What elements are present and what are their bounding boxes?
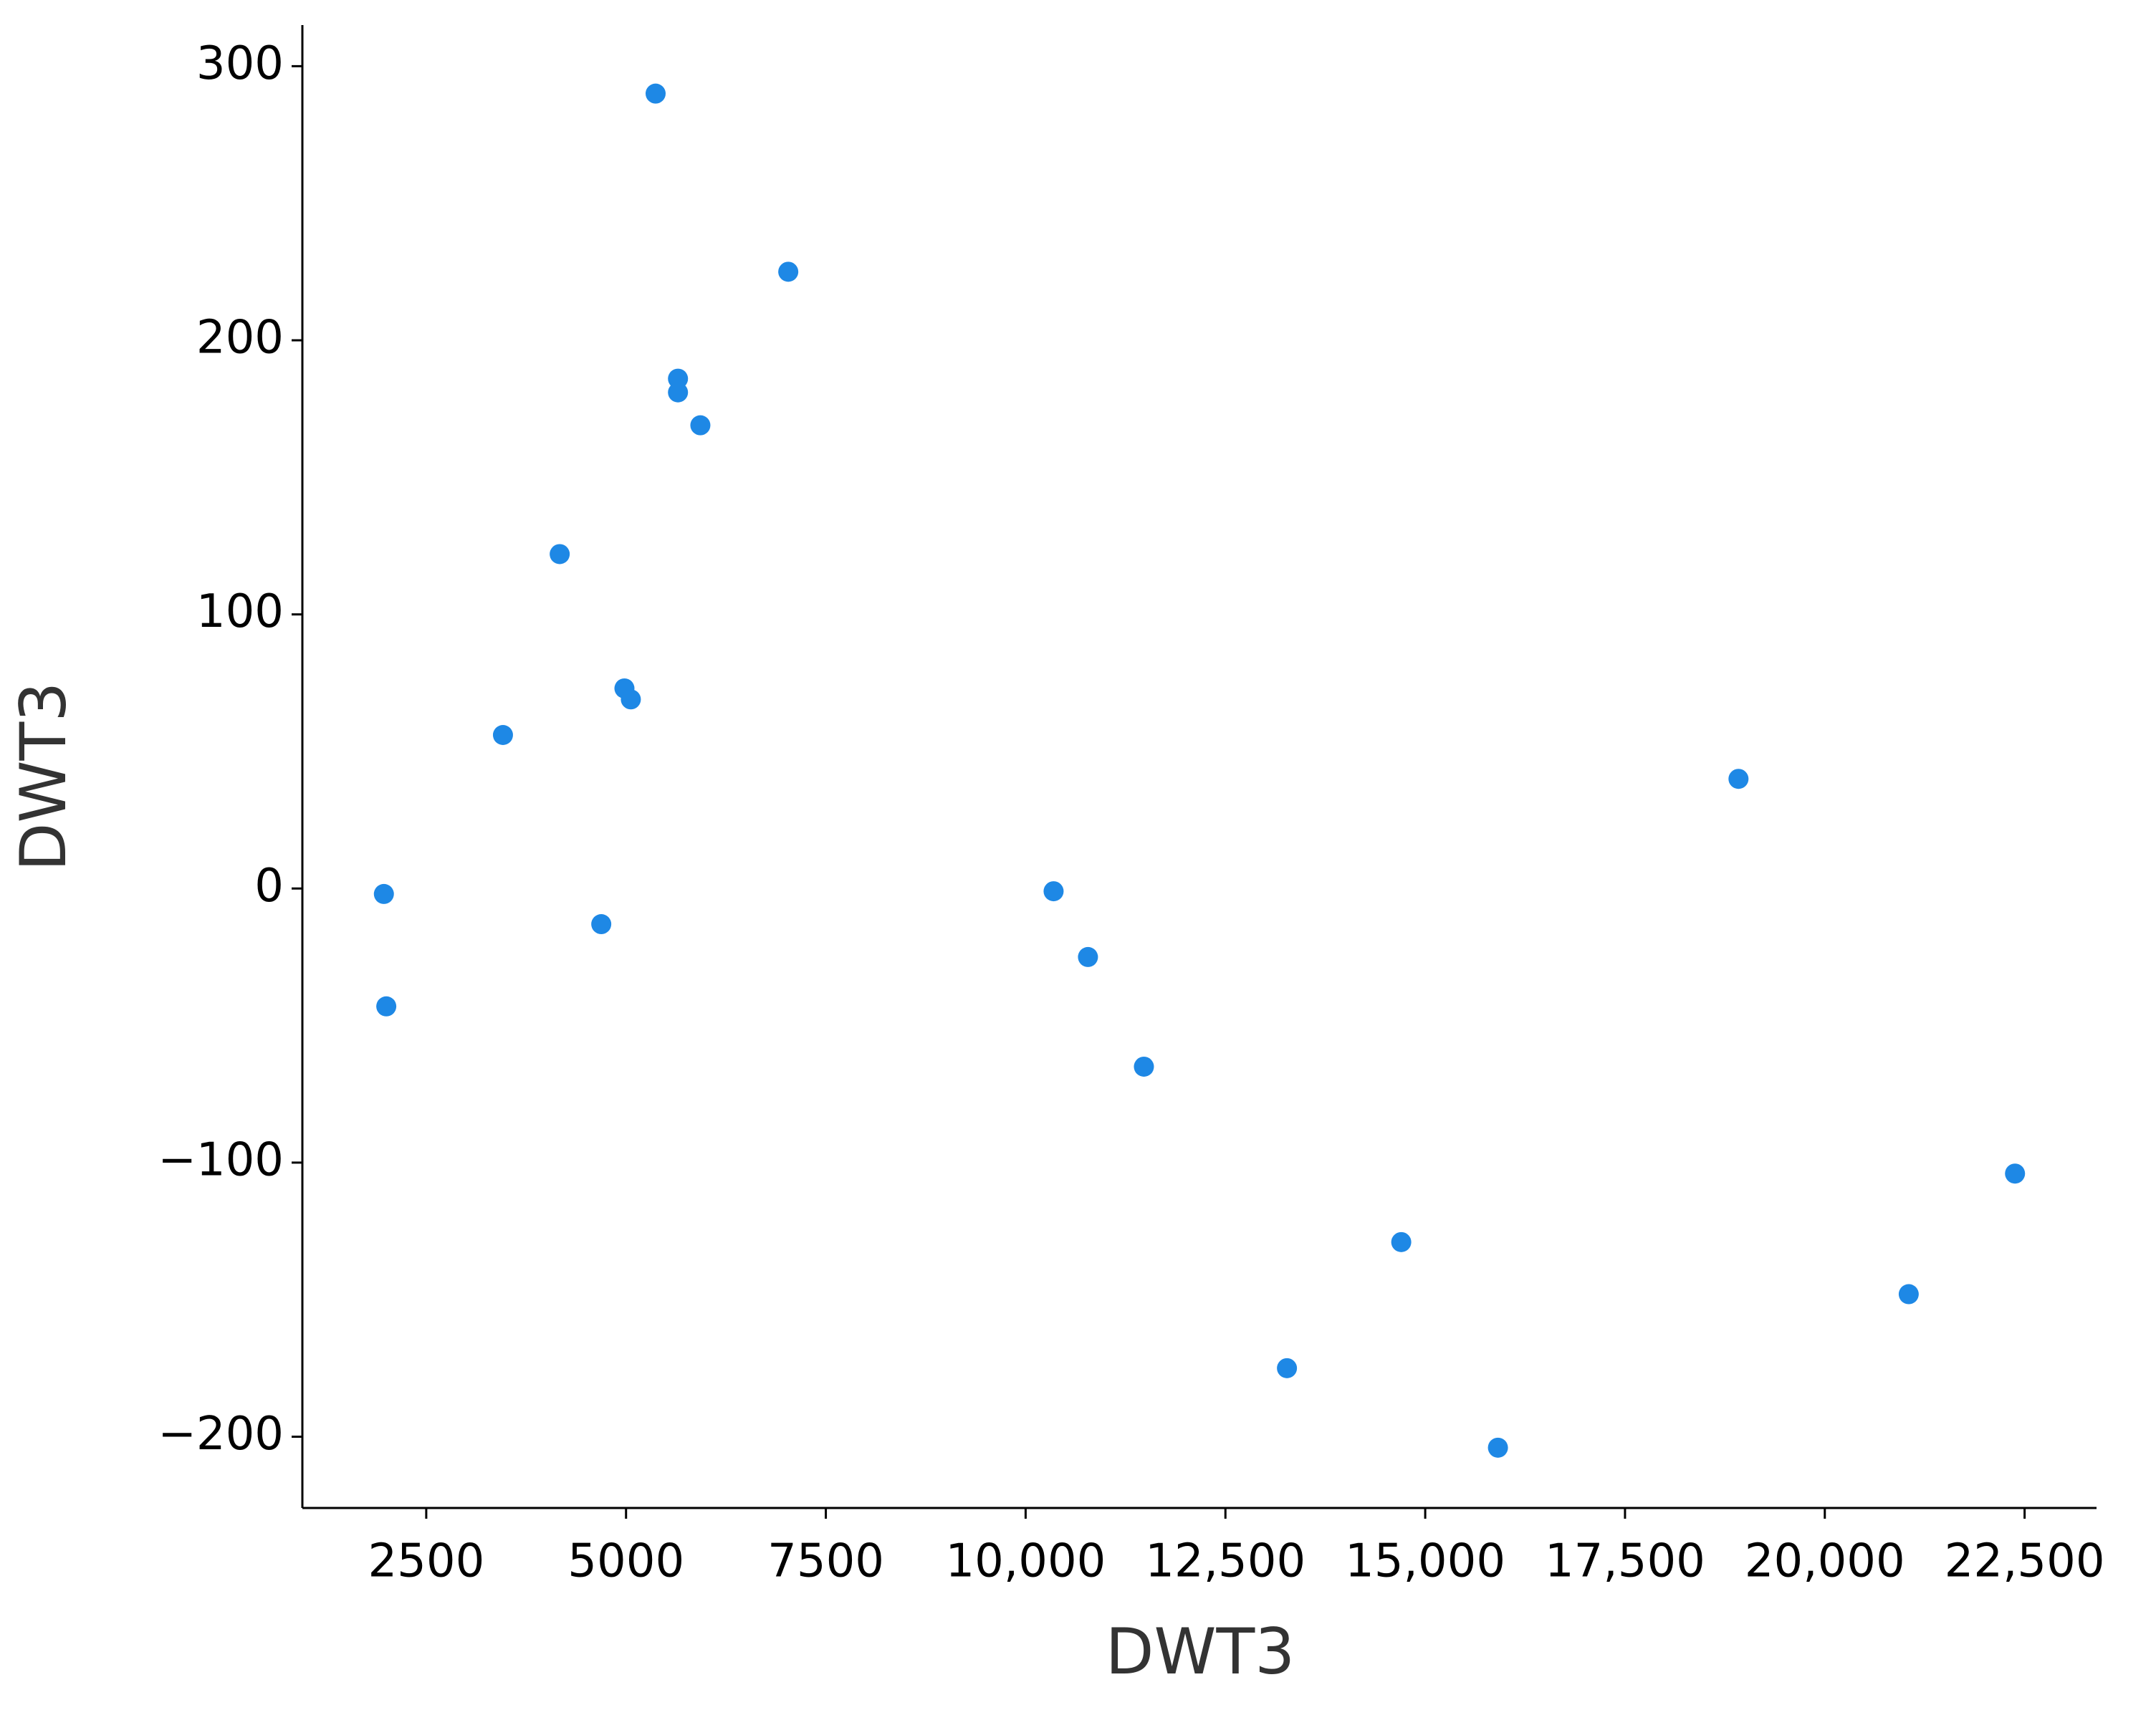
point <box>492 724 513 745</box>
y-tick-label: 300 <box>196 37 284 90</box>
point <box>591 914 612 935</box>
x-tick-label: 20,000 <box>1745 1535 1905 1588</box>
point <box>1391 1231 1412 1252</box>
y-tick-label: 100 <box>196 585 284 638</box>
x-tick-label: 10,000 <box>945 1535 1106 1588</box>
point <box>690 415 711 436</box>
point <box>2005 1163 2026 1184</box>
point <box>1277 1358 1298 1378</box>
y-tick-label: −200 <box>158 1408 284 1461</box>
point <box>376 996 397 1017</box>
y-tick-label: −100 <box>158 1133 284 1186</box>
point <box>1898 1284 1919 1305</box>
point <box>645 83 666 104</box>
point <box>1134 1056 1154 1077</box>
x-axis-label: DWT3 <box>1106 1615 1295 1689</box>
point <box>550 544 570 565</box>
point <box>668 368 689 389</box>
point <box>621 689 641 710</box>
x-tick-label: 15,000 <box>1345 1535 1505 1588</box>
point <box>668 382 689 403</box>
x-tick-label: 17,500 <box>1545 1535 1705 1588</box>
point <box>1078 946 1098 967</box>
y-tick-label: 0 <box>254 860 284 913</box>
point <box>1043 881 1064 902</box>
x-tick-label: 12,500 <box>1145 1535 1305 1588</box>
y-tick-label: 200 <box>196 312 284 365</box>
point <box>1487 1437 1508 1458</box>
x-tick-label: 5000 <box>567 1535 684 1588</box>
point <box>1728 769 1749 789</box>
point <box>373 883 394 904</box>
x-tick-label: 7500 <box>767 1535 884 1588</box>
x-tick-label: 2500 <box>368 1535 484 1588</box>
y-axis-label: DWT3 <box>6 682 80 872</box>
point <box>778 261 799 282</box>
x-tick-label: 22,500 <box>1945 1535 2105 1588</box>
